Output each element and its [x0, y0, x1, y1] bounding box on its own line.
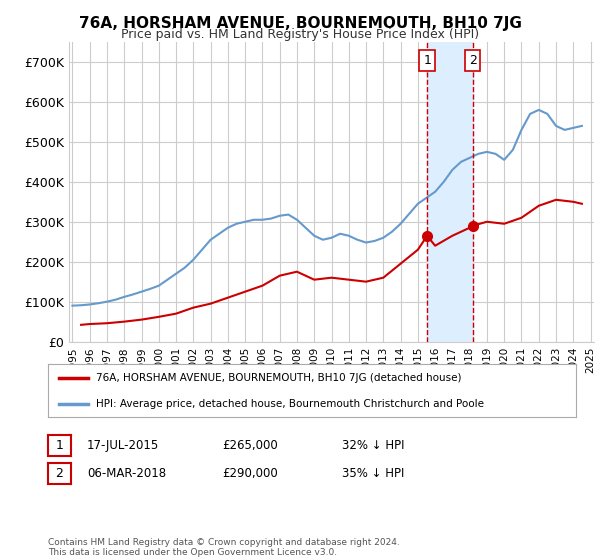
Text: 76A, HORSHAM AVENUE, BOURNEMOUTH, BH10 7JG (detached house): 76A, HORSHAM AVENUE, BOURNEMOUTH, BH10 7…	[95, 374, 461, 384]
Text: £265,000: £265,000	[222, 439, 278, 452]
Text: £290,000: £290,000	[222, 467, 278, 480]
Text: 1: 1	[55, 439, 64, 452]
Text: 32% ↓ HPI: 32% ↓ HPI	[342, 439, 404, 452]
Bar	[427, 42, 473, 342]
Text: 76A, HORSHAM AVENUE, BOURNEMOUTH, BH10 7JG: 76A, HORSHAM AVENUE, BOURNEMOUTH, BH10 7…	[79, 16, 521, 31]
Text: 06-MAR-2018: 06-MAR-2018	[87, 467, 166, 480]
Text: Contains HM Land Registry data © Crown copyright and database right 2024.
This d: Contains HM Land Registry data © Crown c…	[48, 538, 400, 557]
Text: 2: 2	[469, 54, 476, 67]
Text: HPI: Average price, detached house, Bournemouth Christchurch and Poole: HPI: Average price, detached house, Bour…	[95, 399, 484, 409]
Text: 2: 2	[55, 467, 64, 480]
Text: 1: 1	[423, 54, 431, 67]
Text: 17-JUL-2015: 17-JUL-2015	[87, 439, 159, 452]
Text: Price paid vs. HM Land Registry's House Price Index (HPI): Price paid vs. HM Land Registry's House …	[121, 28, 479, 41]
Text: 35% ↓ HPI: 35% ↓ HPI	[342, 467, 404, 480]
